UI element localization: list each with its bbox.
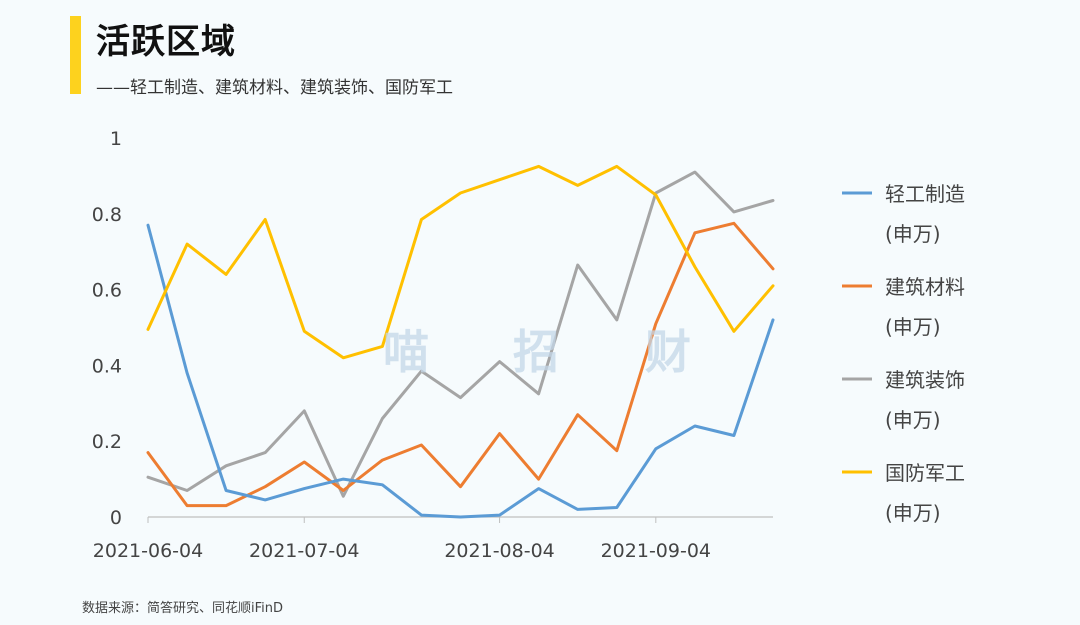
- legend-label: 轻工制造: [885, 182, 965, 206]
- watermark-char: 招: [513, 325, 559, 379]
- y-tick-label: 0: [110, 507, 122, 529]
- legend-unit: (申万): [885, 501, 941, 525]
- series-line: [146, 170, 775, 498]
- series-line: [146, 221, 775, 508]
- legend-label: 建筑装饰: [885, 368, 965, 392]
- page-title: 活跃区域: [96, 22, 236, 62]
- series-line: [146, 164, 775, 360]
- title-accent-bar: [70, 16, 81, 94]
- legend-unit: (申万): [885, 315, 941, 339]
- watermark-char: 财: [645, 325, 691, 379]
- watermark-char: 喵: [383, 325, 429, 379]
- series-line: [146, 223, 775, 519]
- data-source-note: 数据来源：简答研究、同花顺iFinD: [82, 601, 284, 616]
- x-tick-label: 2021-08-04: [444, 540, 554, 562]
- x-tick-label: 2021-09-04: [601, 540, 711, 562]
- y-tick-label: 1: [110, 128, 122, 150]
- legend-label: 国防军工: [885, 461, 965, 485]
- legend-unit: (申万): [885, 408, 941, 432]
- legend-unit: (申万): [885, 222, 941, 246]
- x-tick-label: 2021-06-04: [93, 540, 203, 562]
- legend-label: 建筑材料: [885, 275, 965, 299]
- y-tick-label: 0.2: [92, 431, 122, 453]
- y-tick-label: 0.6: [92, 280, 122, 302]
- page-subtitle: ——轻工制造、建筑材料、建筑装饰、国防军工: [96, 78, 453, 98]
- x-tick-label: 2021-07-04: [249, 540, 359, 562]
- y-tick-label: 0.4: [92, 355, 122, 377]
- y-tick-label: 0.8: [92, 204, 122, 226]
